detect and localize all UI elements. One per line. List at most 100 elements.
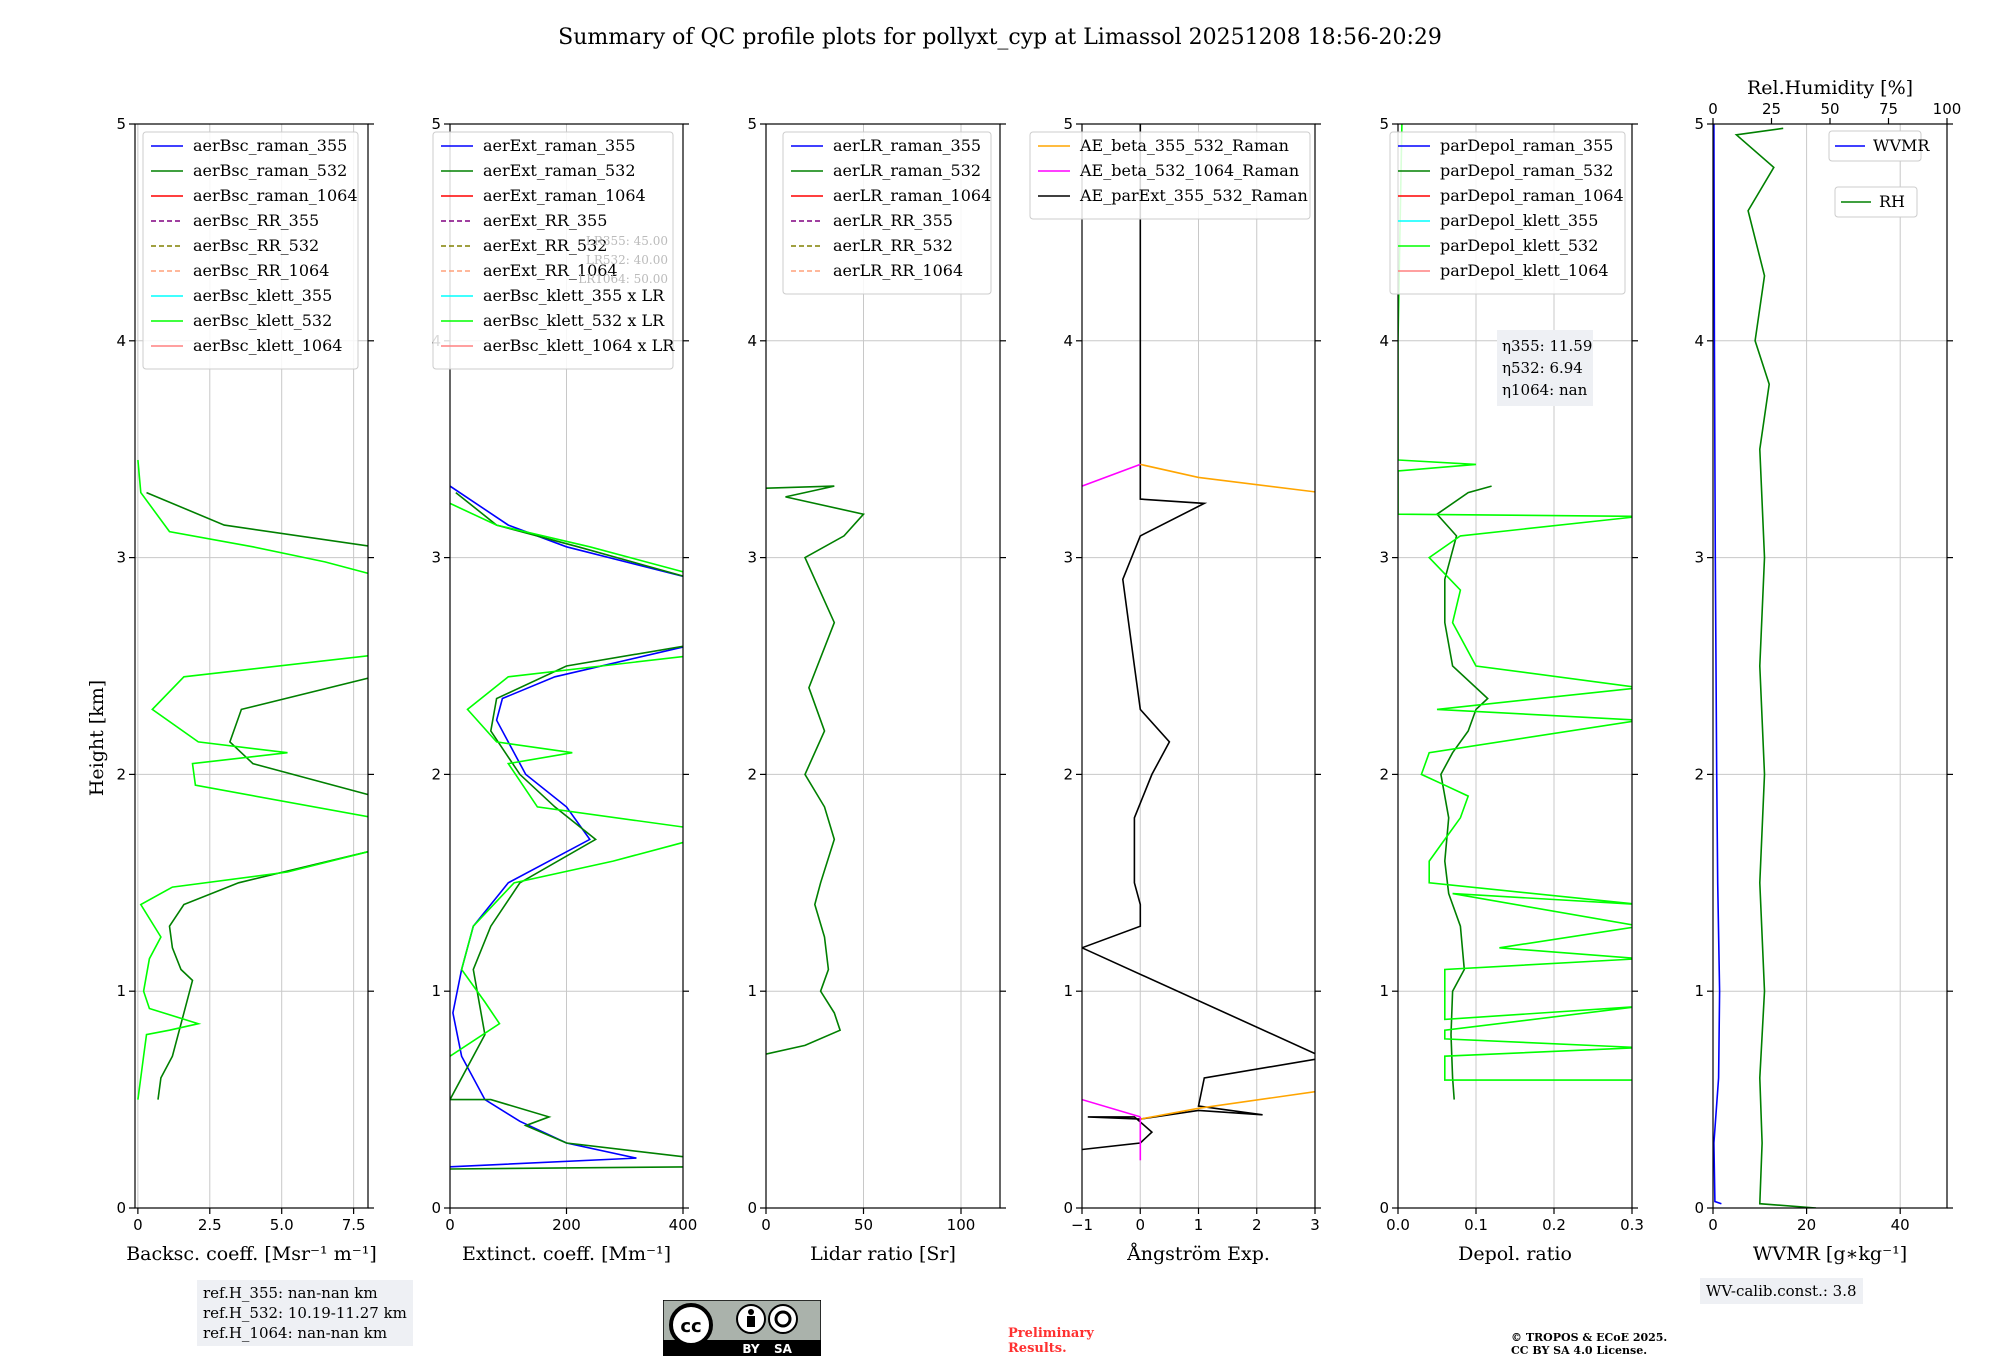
legend-label: aerBsc_klett_532 x LR — [483, 311, 665, 330]
y-tick-label: 2 — [116, 765, 126, 783]
x-axis-label-ae: Ångström Exp. — [1126, 1243, 1270, 1265]
eta-annotation-bg — [1497, 330, 1593, 406]
y-tick-label: 1 — [1694, 982, 1704, 1000]
series-aerBsc_raman_532 — [146, 491, 368, 1100]
series-AE_beta_532_1064_Raman — [1082, 1098, 1141, 1118]
x-tick-label: 20 — [1797, 1216, 1816, 1234]
legend-label: aerBsc_klett_1064 — [193, 336, 342, 355]
panel-lr: 0 50 100 0 1 2 3 4 5 Lidar ratio [Sr] aerLR_raman_… — [747, 115, 1006, 1265]
preliminary-line-1: Preliminary — [1008, 1326, 1094, 1341]
legend-label: aerExt_RR_532 — [483, 236, 607, 255]
y-tick-label: 5 — [116, 115, 126, 133]
x-axis-label-bsc: Backsc. coeff. [Msr⁻¹ m⁻¹] — [126, 1243, 377, 1265]
cc-by-sa-badge: cc BY SA — [663, 1300, 821, 1356]
y-tick-label: 0 — [116, 1199, 126, 1217]
series-group-bsc — [137, 459, 368, 1100]
cc-logo-text: cc — [680, 1316, 701, 1337]
x-tick-label: 5.0 — [270, 1216, 294, 1234]
legend-label: aerBsc_RR_1064 — [193, 261, 329, 280]
axes-frame-lr — [765, 123, 1001, 1209]
x-tick-label: 0 — [133, 1216, 143, 1234]
legend-label: aerLR_RR_355 — [833, 211, 953, 230]
legend-box — [1029, 131, 1311, 220]
legend-label: parDepol_klett_355 — [1440, 211, 1598, 230]
axes-frame-depol — [1397, 123, 1633, 1209]
top-x-axis-label: Rel.Humidity [%] — [1747, 77, 1913, 99]
eta-annotation: η355: 11.59 η532: 6.94 η1064: nan — [1497, 330, 1593, 406]
y-tick-label: 2 — [1694, 765, 1704, 783]
series-parDepol_raman_532 — [1435, 485, 1492, 1100]
x-tick-label: 400 — [669, 1216, 698, 1234]
series-group-ext — [450, 485, 683, 1170]
x-axis-label-depol: Depol. ratio — [1458, 1243, 1572, 1265]
legend-box — [1828, 130, 1922, 162]
y-tick-label: 1 — [1063, 982, 1073, 1000]
series-aerExt_raman_355 — [450, 485, 683, 1168]
panel-bsc: 0 2.5 5.0 7.5 0 1 2 3 4 5 Backsc. coeff. [Msr⁻¹ m⁻… — [116, 115, 376, 1265]
legend-RH: RH — [1834, 186, 1918, 218]
legend-label: aerLR_raman_355 — [833, 136, 981, 155]
series-aerBsc_klett_532 x LR — [450, 502, 683, 1057]
legend-label: parDepol_raman_1064 — [1440, 186, 1624, 205]
legend-WVMR: WVMR — [1828, 130, 1930, 162]
series-WVMR — [1713, 124, 1722, 1205]
legend-label: aerBsc_klett_532 — [193, 311, 332, 330]
x-tick-label: −1 — [1071, 1216, 1093, 1234]
legend-label: aerLR_RR_532 — [833, 236, 953, 255]
y-tick-label: 0 — [1694, 1199, 1704, 1217]
legend-label: aerBsc_raman_355 — [193, 136, 347, 155]
y-tick-label: 1 — [747, 982, 757, 1000]
series-group-depol — [1398, 124, 1632, 1100]
legend-label: AE_beta_355_532_Raman — [1079, 136, 1289, 155]
copyright-line-2: CC BY SA 4.0 License. — [1511, 1344, 1648, 1357]
legend-label: aerExt_raman_355 — [483, 136, 636, 155]
y-tick-label: 0 — [747, 1199, 757, 1217]
x-tick-label: 1 — [1194, 1216, 1204, 1234]
ref-h-1064: ref.H_1064: nan-nan km — [203, 1324, 388, 1342]
legend-label: aerLR_RR_1064 — [833, 261, 963, 280]
y-tick-label: 5 — [747, 115, 757, 133]
x-tick-label: 200 — [552, 1216, 581, 1234]
series-group-lr — [766, 485, 866, 1055]
series-RH — [1734, 127, 1817, 1208]
reference-height-box: ref.H_355: nan-nan km ref.H_532: 10.19-1… — [197, 1280, 413, 1346]
series-aerExt_raman_532 — [450, 491, 683, 1170]
legend-bsc: aerBsc_raman_355 aerBsc_raman_532 aerBsc_r… — [142, 131, 359, 370]
panel-ext: 0200400012345Extinct. coeff. [Mm⁻¹]aerEx… — [431, 115, 697, 1265]
legend-label: aerLR_raman_532 — [833, 161, 981, 180]
axes-frame-wv — [1712, 123, 1948, 1209]
legend-label: RH — [1879, 192, 1905, 211]
lidar-ratio-annotation: LR355: 45.00 — [586, 234, 668, 248]
x-tick-label: 0 — [761, 1216, 771, 1234]
legend-label: aerExt_RR_1064 — [483, 261, 618, 280]
x-axis-label-lr: Lidar ratio [Sr] — [810, 1243, 956, 1265]
y-tick-label: 2 — [747, 765, 757, 783]
x-tick-label: 0.1 — [1464, 1216, 1488, 1234]
sa-share-arrow — [774, 1310, 792, 1328]
y-tick-label: 3 — [1694, 549, 1704, 567]
y-tick-label: 5 — [1063, 115, 1073, 133]
x-tick-label: 0.2 — [1542, 1216, 1566, 1234]
y-tick-label: 0 — [1379, 1199, 1389, 1217]
series-AE_parExt_355_532_Raman — [1082, 124, 1315, 1151]
axes-frame-bsc — [134, 123, 369, 1209]
y-tick-label: 3 — [747, 549, 757, 567]
legend-label: parDepol_raman_532 — [1440, 161, 1613, 180]
y-tick-label: 5 — [1694, 115, 1704, 133]
series-group-wv — [1713, 124, 1817, 1208]
ref-h-532: ref.H_532: 10.19-11.27 km — [203, 1304, 407, 1322]
legend-label: aerBsc_klett_355 x LR — [483, 286, 665, 305]
y-tick-label: 1 — [1379, 982, 1389, 1000]
y-tick-label: 2 — [431, 765, 441, 783]
x-tick-label: 2.5 — [198, 1216, 222, 1234]
y-tick-label: 1 — [116, 982, 126, 1000]
y-tick-label: 2 — [1379, 765, 1389, 783]
top-x-tick-label: 0 — [1708, 100, 1718, 118]
legend-label: AE_parExt_355_532_Raman — [1079, 186, 1308, 205]
eta-annotation-line: η532: 6.94 — [1502, 359, 1583, 377]
y-tick-label: 2 — [1063, 765, 1073, 783]
legend-lr: aerLR_raman_355 aerLR_raman_532 aerLR_rama… — [782, 131, 992, 295]
figure-title: Summary of QC profile plots for pollyxt_… — [558, 25, 1442, 50]
